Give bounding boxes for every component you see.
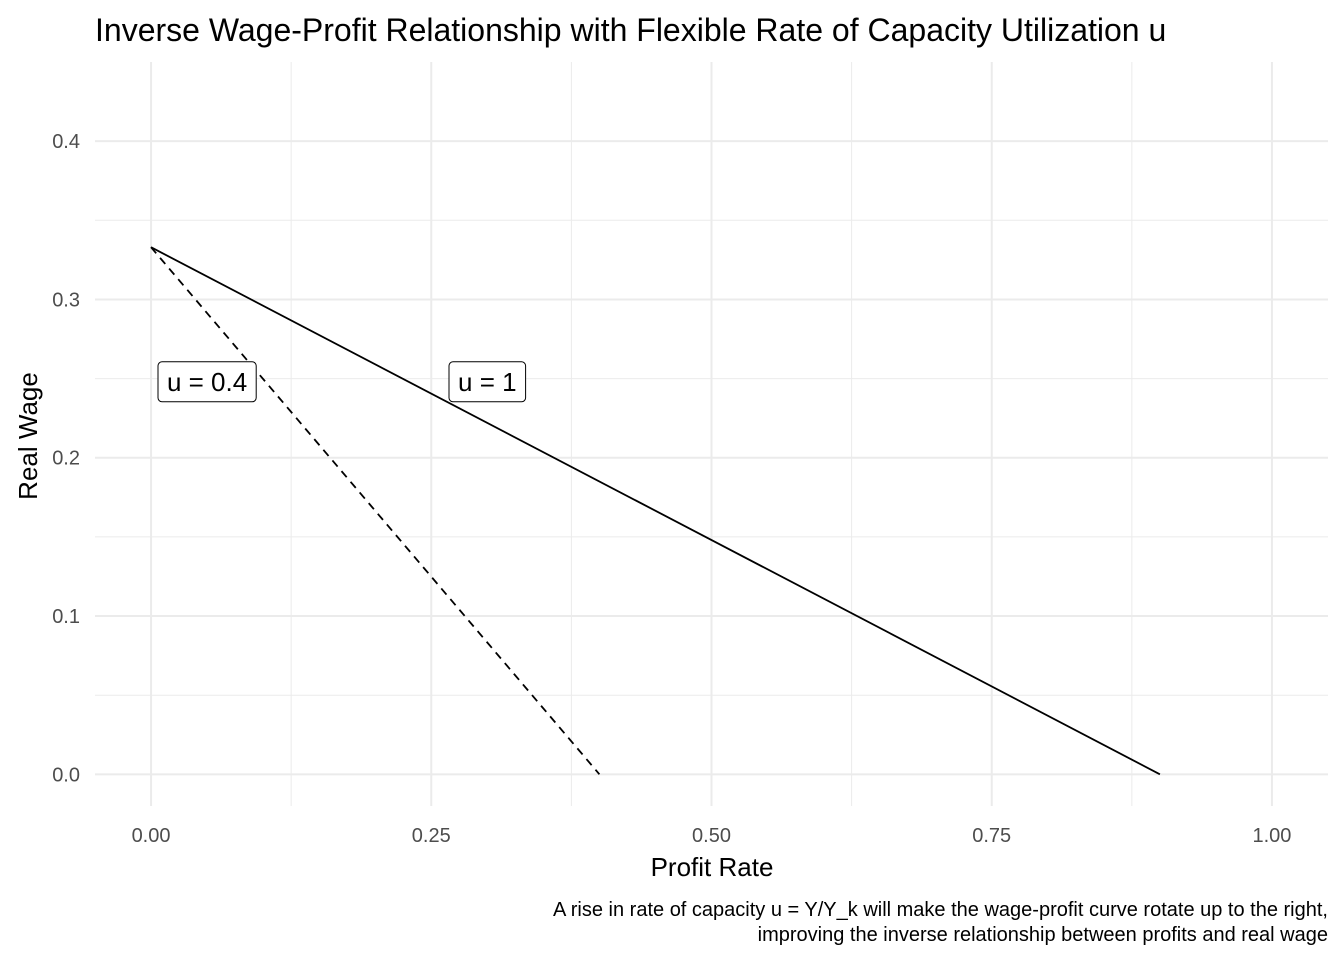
- annotation-text: u = 0.4: [167, 367, 247, 397]
- x-axis-title: Profit Rate: [651, 852, 774, 882]
- annotation-u-0-4: u = 0.4: [157, 361, 257, 403]
- y-tick-label: 0.0: [52, 764, 80, 786]
- x-tick-label: 0.50: [692, 825, 731, 847]
- x-tick-label: 1.00: [1252, 825, 1291, 847]
- y-tick-label: 0.3: [52, 289, 80, 311]
- caption-line-1: A rise in rate of capacity u = Y/Y_k wil…: [553, 899, 1328, 921]
- x-tick-label: 0.25: [412, 825, 451, 847]
- x-tick-labels: 0.00 0.25 0.50 0.75 1.00: [132, 825, 1292, 847]
- y-axis-title: Real Wage: [13, 372, 43, 500]
- annotation-box: [448, 361, 527, 403]
- y-tick-label: 0.1: [52, 606, 80, 628]
- major-gridlines: [95, 62, 1328, 806]
- series-line-u-1: [150, 246, 1161, 776]
- chart-title: Inverse Wage-Profit Relationship with Fl…: [95, 12, 1166, 48]
- series-line-u-0-4: [150, 246, 601, 775]
- annotation-box: [157, 361, 257, 403]
- annotation-u-1: u = 1: [448, 361, 527, 403]
- series-layer: [150, 246, 1161, 776]
- x-tick-label: 0.75: [972, 825, 1011, 847]
- y-tick-label: 0.2: [52, 448, 80, 470]
- annotation-layer: u = 0.4 u = 1: [157, 361, 527, 403]
- annotation-text: u = 1: [458, 367, 517, 397]
- y-tick-label: 0.4: [52, 131, 80, 153]
- x-tick-label: 0.00: [132, 825, 171, 847]
- y-tick-labels: 0.0 0.1 0.2 0.3 0.4: [52, 131, 80, 786]
- caption-line-2: improving the inverse relationship betwe…: [758, 924, 1328, 946]
